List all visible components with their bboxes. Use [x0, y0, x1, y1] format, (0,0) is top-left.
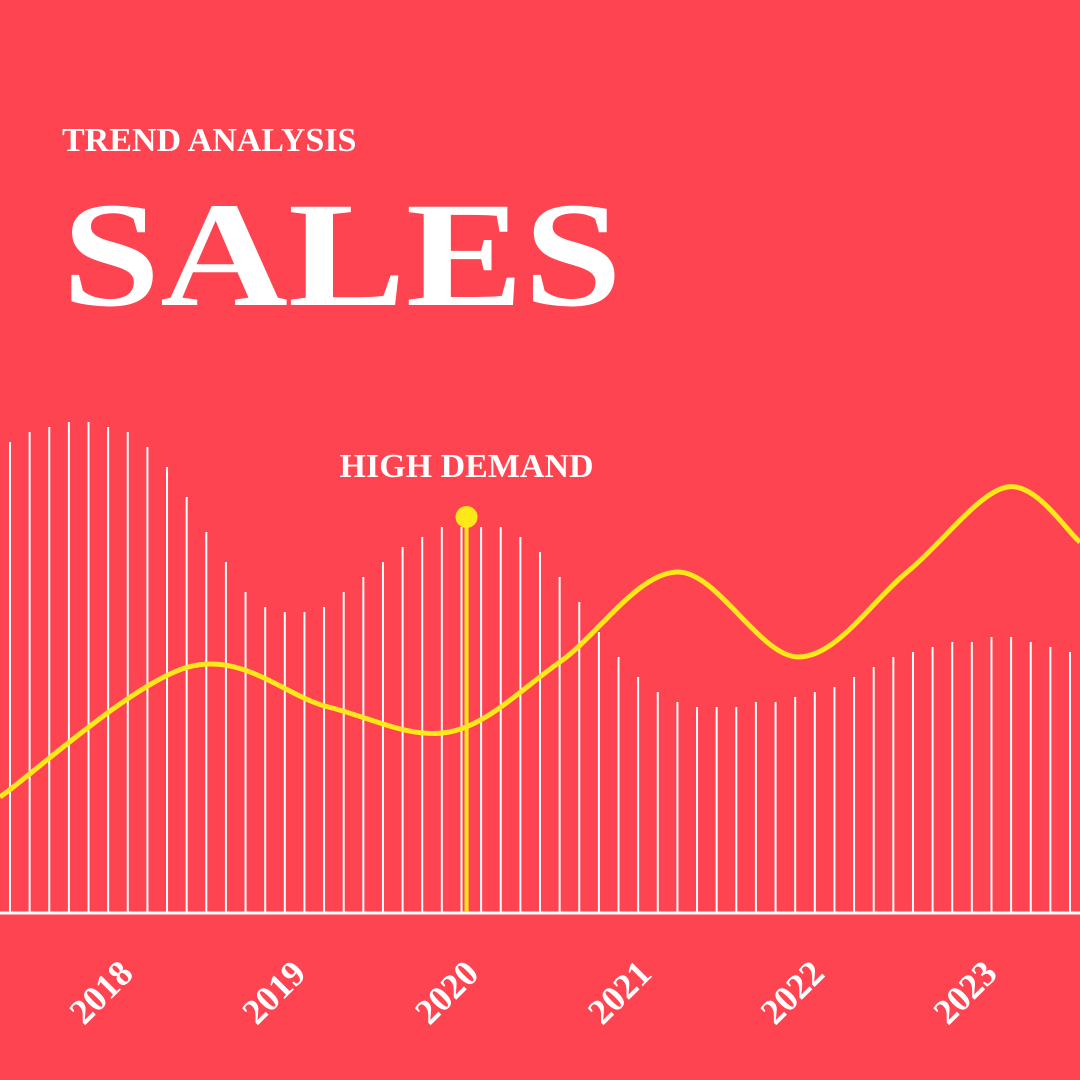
chart-subtitle: SALES: [62, 172, 622, 338]
trend-line: [0, 484, 1080, 800]
annotation-dot: [455, 506, 478, 528]
annotation-label: HIGH DEMAND: [340, 448, 594, 485]
marks: [0, 484, 1080, 912]
chart-title: TREND ANALYSIS: [62, 122, 356, 159]
